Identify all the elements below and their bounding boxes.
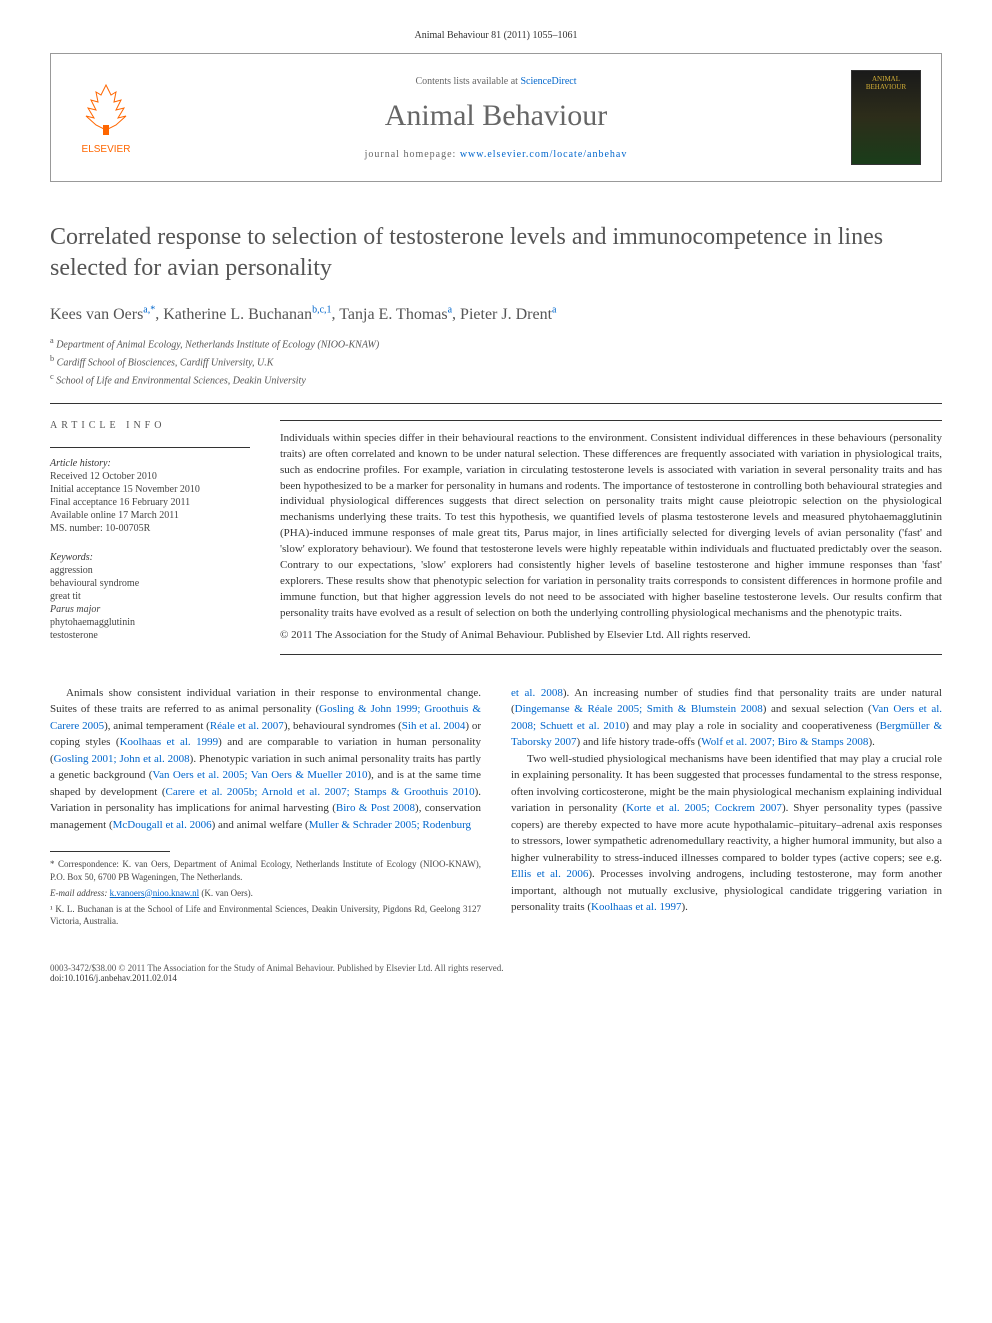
citation-link[interactable]: Biro & Post 2008 <box>336 802 415 814</box>
abstract-divider-bottom <box>280 654 942 655</box>
affiliation: b Cardiff School of Biosciences, Cardiff… <box>50 354 942 368</box>
citation-link[interactable]: Wolf et al. 2007; Biro & Stamps 2008 <box>701 736 868 748</box>
contents-text: Contents lists available at <box>415 76 520 87</box>
affiliation: a Department of Animal Ecology, Netherla… <box>50 336 942 350</box>
history-item: Initial acceptance 15 November 2010 <box>50 484 250 495</box>
info-abstract-row: ARTICLE INFO Article history: Received 1… <box>50 420 942 655</box>
corresponding-author-footnote: * Correspondence: K. van Oers, Departmen… <box>50 858 481 882</box>
keyword: Parus major <box>50 604 250 615</box>
issn-copyright: 0003-3472/$38.00 © 2011 The Association … <box>50 963 942 973</box>
keyword: aggression <box>50 565 250 576</box>
body-paragraph: et al. 2008). An increasing number of st… <box>511 685 942 751</box>
citation-link[interactable]: Gosling 2001; John et al. 2008 <box>54 753 190 765</box>
author-affil-link[interactable]: a,* <box>143 304 155 315</box>
section-divider <box>50 403 942 404</box>
citation-link[interactable]: Korte et al. 2005; Cockrem 2007 <box>626 802 782 814</box>
author-affil-link[interactable]: a <box>448 304 452 315</box>
keyword: behavioural syndrome <box>50 578 250 589</box>
homepage-label: journal homepage: <box>365 149 460 160</box>
journal-name: Animal Behaviour <box>161 99 831 133</box>
homepage-link[interactable]: www.elsevier.com/locate/anbehav <box>460 149 628 160</box>
elsevier-logo[interactable]: ELSEVIER <box>71 75 141 160</box>
citation-link[interactable]: Ellis et al. 2006 <box>511 868 588 880</box>
email-link[interactable]: k.vanoers@nioo.knaw.nl <box>110 888 199 898</box>
email-footnote: E-mail address: k.vanoers@nioo.knaw.nl (… <box>50 887 481 899</box>
info-divider <box>50 447 250 448</box>
body-column-right: et al. 2008). An increasing number of st… <box>511 685 942 931</box>
citation-link[interactable]: et al. 2008 <box>511 687 563 699</box>
history-label: Article history: <box>50 458 250 469</box>
body-column-left: Animals show consistent individual varia… <box>50 685 481 931</box>
journal-cover-thumbnail[interactable]: ANIMAL BEHAVIOUR <box>851 70 921 165</box>
author: Katherine L. Buchananb,c,1 <box>163 306 331 323</box>
citation-link[interactable]: Van Oers et al. 2005; Van Oers & Mueller… <box>152 769 367 781</box>
citation-link[interactable]: McDougall et al. 2006 <box>113 819 212 831</box>
footnote-separator <box>50 851 170 852</box>
citation-link[interactable]: Koolhaas et al. 1997 <box>591 901 681 913</box>
article-title: Correlated response to selection of test… <box>50 222 942 284</box>
author: Kees van Oersa,* <box>50 306 155 323</box>
contents-available: Contents lists available at ScienceDirec… <box>161 76 831 87</box>
citation-link[interactable]: Sih et al. 2004 <box>402 720 466 732</box>
history-item: Received 12 October 2010 <box>50 471 250 482</box>
author-affil-link[interactable]: b,c,1 <box>312 304 331 315</box>
citation-link[interactable]: Réale et al. 2007 <box>210 720 284 732</box>
keyword: testosterone <box>50 630 250 641</box>
journal-homepage: journal homepage: www.elsevier.com/locat… <box>161 149 831 160</box>
body-paragraph: Animals show consistent individual varia… <box>50 685 481 834</box>
header-center: Contents lists available at ScienceDirec… <box>161 76 831 160</box>
elsevier-label: ELSEVIER <box>82 144 131 155</box>
keywords-label: Keywords: <box>50 552 250 563</box>
author: Tanja E. Thomasa <box>339 306 452 323</box>
page-footer: 0003-3472/$38.00 © 2011 The Association … <box>50 955 942 983</box>
history-item: Available online 17 March 2011 <box>50 510 250 521</box>
history-item: MS. number: 10-00705R <box>50 523 250 534</box>
abstract-divider <box>280 420 942 421</box>
abstract: Individuals within species differ in the… <box>280 420 942 655</box>
abstract-text: Individuals within species differ in the… <box>280 432 942 619</box>
citation-link[interactable]: Koolhaas et al. 1999 <box>120 736 219 748</box>
citation-link[interactable]: Dingemanse & Réale 2005; Smith & Blumste… <box>515 703 763 715</box>
citation-link[interactable]: Carere et al. 2005b; Arnold et al. 2007;… <box>166 786 475 798</box>
history-item: Final acceptance 16 February 2011 <box>50 497 250 508</box>
article-info-panel: ARTICLE INFO Article history: Received 1… <box>50 420 250 655</box>
journal-reference: Animal Behaviour 81 (2011) 1055–1061 <box>50 30 942 41</box>
sciencedirect-link[interactable]: ScienceDirect <box>520 76 576 87</box>
article-info-heading: ARTICLE INFO <box>50 420 250 431</box>
citation-link[interactable]: Muller & Schrader 2005; Rodenburg <box>309 819 471 831</box>
keyword: phytohaemagglutinin <box>50 617 250 628</box>
author-note-footnote: ¹ K. L. Buchanan is at the School of Lif… <box>50 903 481 927</box>
cover-title: ANIMAL BEHAVIOUR <box>852 75 920 91</box>
author: Pieter J. Drenta <box>460 306 556 323</box>
doi: doi:10.1016/j.anbehav.2011.02.014 <box>50 973 942 983</box>
keyword: great tit <box>50 591 250 602</box>
body-paragraph: Two well-studied physiological mechanism… <box>511 751 942 916</box>
author-affil-link[interactable]: a <box>552 304 556 315</box>
body-columns: Animals show consistent individual varia… <box>50 685 942 931</box>
authors-line: Kees van Oersa,*, Katherine L. Buchananb… <box>50 304 942 323</box>
elsevier-tree-icon <box>76 80 136 140</box>
copyright-line: © 2011 The Association for the Study of … <box>280 628 942 644</box>
affiliation: c School of Life and Environmental Scien… <box>50 372 942 386</box>
journal-header: ELSEVIER Contents lists available at Sci… <box>50 53 942 182</box>
